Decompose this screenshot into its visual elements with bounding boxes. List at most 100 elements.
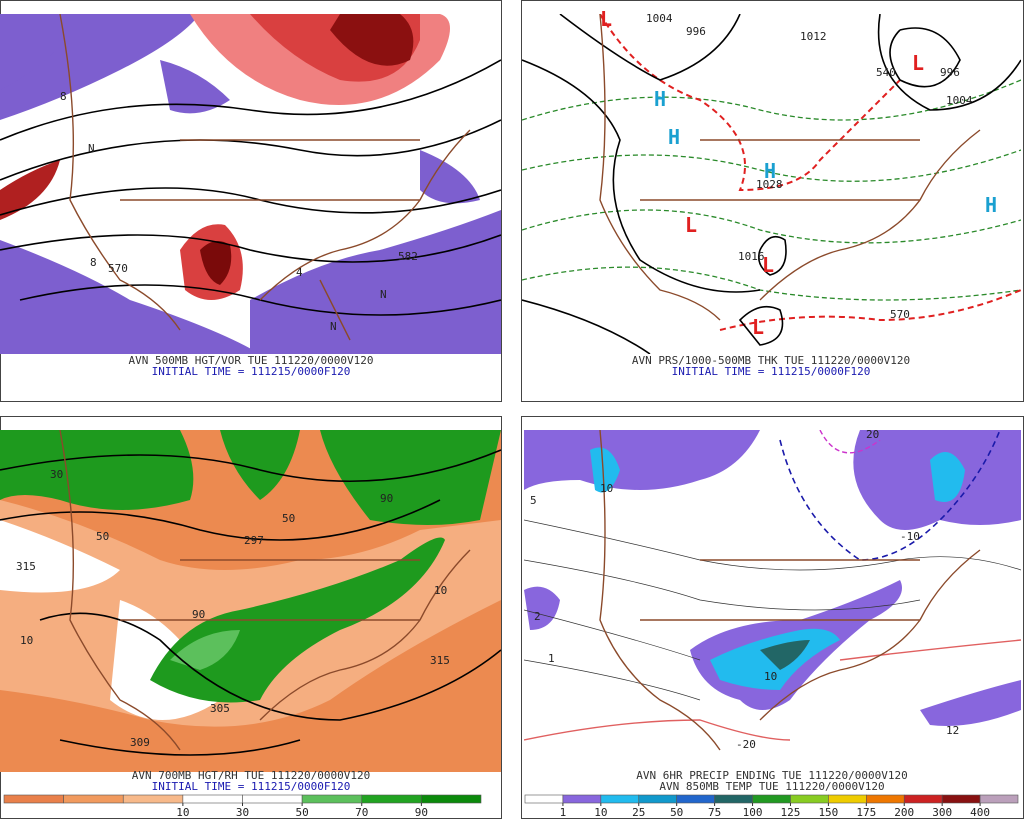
map-label: 8	[60, 90, 67, 103]
map-label: 309	[130, 736, 150, 749]
colorbar-swatch	[903, 794, 943, 804]
map-label: N	[88, 142, 95, 155]
colorbar-swatch	[562, 794, 602, 804]
map-label: 10	[600, 482, 613, 495]
map-label: 570	[890, 308, 910, 321]
colorbar-label: 150	[818, 806, 838, 819]
caption: AVN 700MB HGT/RH TUE 111220/0000V120	[132, 769, 370, 782]
map-pressure: L L L L L H H H H 1004 996 1012 1028 101…	[522, 7, 1021, 378]
colorbar-label: 200	[894, 806, 914, 819]
colorbar-label: 125	[781, 806, 801, 819]
caption: AVN PRS/1000-500MB THK TUE 111220/0000V1…	[632, 354, 910, 367]
map-label: 30	[50, 468, 63, 481]
map-label: 1016	[738, 250, 765, 263]
map-label: 50	[96, 530, 109, 543]
colorbar-swatch	[361, 794, 422, 804]
low-marker: L	[752, 315, 764, 339]
map-label: 570	[108, 262, 128, 275]
map-label: 315	[16, 560, 36, 573]
map-label: 10	[20, 634, 33, 647]
low-marker: L	[600, 7, 612, 31]
colorbar-label: 90	[415, 806, 428, 819]
colorbar-label: 50	[670, 806, 683, 819]
map-label: 8	[90, 256, 97, 269]
colorbar-label: 25	[632, 806, 645, 819]
colorbar-swatch	[752, 794, 791, 804]
map-label: -10	[900, 530, 920, 543]
map-label: 50	[282, 512, 295, 525]
colorbar-swatch	[714, 794, 753, 804]
caption: INITIAL TIME = 111215/0000F120	[152, 365, 351, 378]
caption: INITIAL TIME = 111215/0000F120	[152, 780, 351, 793]
colorbar-swatch	[979, 794, 1019, 804]
colorbar-label: 300	[932, 806, 952, 819]
map-precip: 10 -10 -20 12 2 1 5 20 10 AVN 6HR PRECIP…	[524, 428, 1021, 819]
low-marker: L	[762, 253, 774, 277]
map-label: 305	[210, 702, 230, 715]
map-label: 12	[946, 724, 959, 737]
map-label: 4	[296, 266, 303, 279]
colorbar: 10 30 50 70 90	[3, 794, 482, 819]
caption: AVN 500MB HGT/VOR TUE 111220/0000V120	[128, 354, 373, 367]
map-label: 315	[430, 654, 450, 667]
colorbar-label: 30	[236, 806, 249, 819]
colorbar-label: 175	[856, 806, 876, 819]
colorbar: 1 10 25 50 75 100 125 150 175 200 300 400	[524, 794, 1019, 819]
caption: AVN 850MB TEMP TUE 111220/0000V120	[659, 780, 884, 793]
high-marker: H	[668, 125, 680, 149]
map-label: 1004	[646, 12, 673, 25]
low-marker: L	[912, 51, 924, 75]
high-marker: H	[985, 193, 997, 217]
map-label: 2	[534, 610, 541, 623]
map-500mb: 570 582 N N 8 4 8 N AVN 500MB HGT/VOR TU…	[0, 14, 501, 378]
colorbar-swatch	[182, 794, 243, 804]
colorbar-swatch	[242, 794, 303, 804]
colorbar-swatch	[421, 794, 482, 804]
high-marker: H	[764, 159, 776, 183]
colorbar-label: 400	[970, 806, 990, 819]
map-label: 582	[398, 250, 418, 263]
colorbar-label: 10	[594, 806, 607, 819]
map-label: 1	[548, 652, 555, 665]
map-label: 297	[244, 534, 264, 547]
map-label: 996	[686, 25, 706, 38]
caption: AVN 6HR PRECIP ENDING TUE 111220/0000V12…	[636, 769, 908, 782]
colorbar-label: 50	[296, 806, 309, 819]
map-label: N	[380, 288, 387, 301]
map-label: 90	[380, 492, 393, 505]
caption: INITIAL TIME = 111215/0000F120	[672, 365, 871, 378]
colorbar-swatch	[122, 794, 184, 804]
low-marker: L	[685, 213, 697, 237]
colorbar-swatch	[676, 794, 715, 804]
map-700mb: 315 297 309 305 50 50 10 10 90 90 30 315…	[0, 430, 501, 819]
colorbar-swatch	[866, 794, 905, 804]
map-label: 90	[192, 608, 205, 621]
colorbar-swatch	[63, 794, 124, 804]
colorbar-swatch	[3, 794, 64, 804]
colorbar-swatch	[524, 794, 564, 804]
map-label: -20	[736, 738, 756, 751]
map-label: 1028	[756, 178, 783, 191]
colorbar-swatch	[790, 794, 829, 804]
map-label: 996	[940, 66, 960, 79]
high-marker: H	[654, 87, 666, 111]
colorbar-label: 1	[560, 806, 567, 819]
colorbar-label: 75	[708, 806, 721, 819]
colorbar-swatch	[638, 794, 677, 804]
map-label: 5	[530, 494, 537, 507]
colorbar-swatch	[828, 794, 867, 804]
colorbar-label: 70	[355, 806, 368, 819]
colorbar-swatch	[301, 794, 363, 804]
map-label: 20	[866, 428, 879, 441]
colorbar-label: 10	[176, 806, 189, 819]
map-label: 10	[434, 584, 447, 597]
colorbar-label: 100	[743, 806, 763, 819]
map-label: 10	[764, 670, 777, 683]
map-label: 540	[876, 66, 896, 79]
colorbar-swatch	[941, 794, 981, 804]
map-label: N	[330, 320, 337, 333]
colorbar-swatch	[600, 794, 640, 804]
map-label: 1004	[946, 94, 973, 107]
